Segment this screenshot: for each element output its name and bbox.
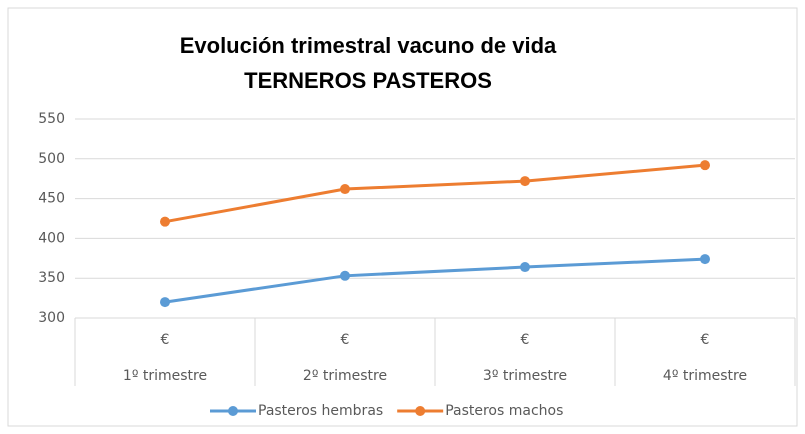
data-point <box>700 254 710 265</box>
y-tick-label: 550 <box>38 111 65 127</box>
chart-subtitle: TERNEROS PASTEROS <box>244 68 492 93</box>
x-tick-unit: € <box>521 332 530 348</box>
x-tick-unit: € <box>161 332 170 348</box>
chart-title: Evolución trimestral vacuno de vida <box>180 33 557 58</box>
data-point <box>340 184 350 195</box>
y-tick-label: 300 <box>38 310 65 326</box>
y-tick-label: 350 <box>38 270 65 286</box>
data-point <box>520 176 530 187</box>
chart-border <box>7 7 798 427</box>
data-point <box>160 216 170 227</box>
data-point <box>520 262 530 273</box>
x-tick-unit: € <box>341 332 350 348</box>
legend-label: Pasteros hembras <box>258 403 383 419</box>
x-tick-label: 3º trimestre <box>483 368 567 384</box>
legend-label: Pasteros machos <box>445 403 563 419</box>
data-point <box>340 270 350 281</box>
y-tick-label: 450 <box>38 191 65 207</box>
y-tick-label: 500 <box>38 151 65 167</box>
series-line <box>163 163 707 224</box>
legend-marker <box>228 406 238 416</box>
series-line <box>163 257 707 304</box>
legend-marker <box>415 406 426 416</box>
x-tick-label: 1º trimestre <box>123 368 207 384</box>
x-tick-label: 2º trimestre <box>303 368 387 384</box>
y-tick-label: 400 <box>38 230 65 246</box>
x-tick-unit: € <box>701 332 710 348</box>
x-tick-label: 4º trimestre <box>663 368 747 384</box>
data-point <box>700 160 710 171</box>
data-point <box>160 297 170 308</box>
